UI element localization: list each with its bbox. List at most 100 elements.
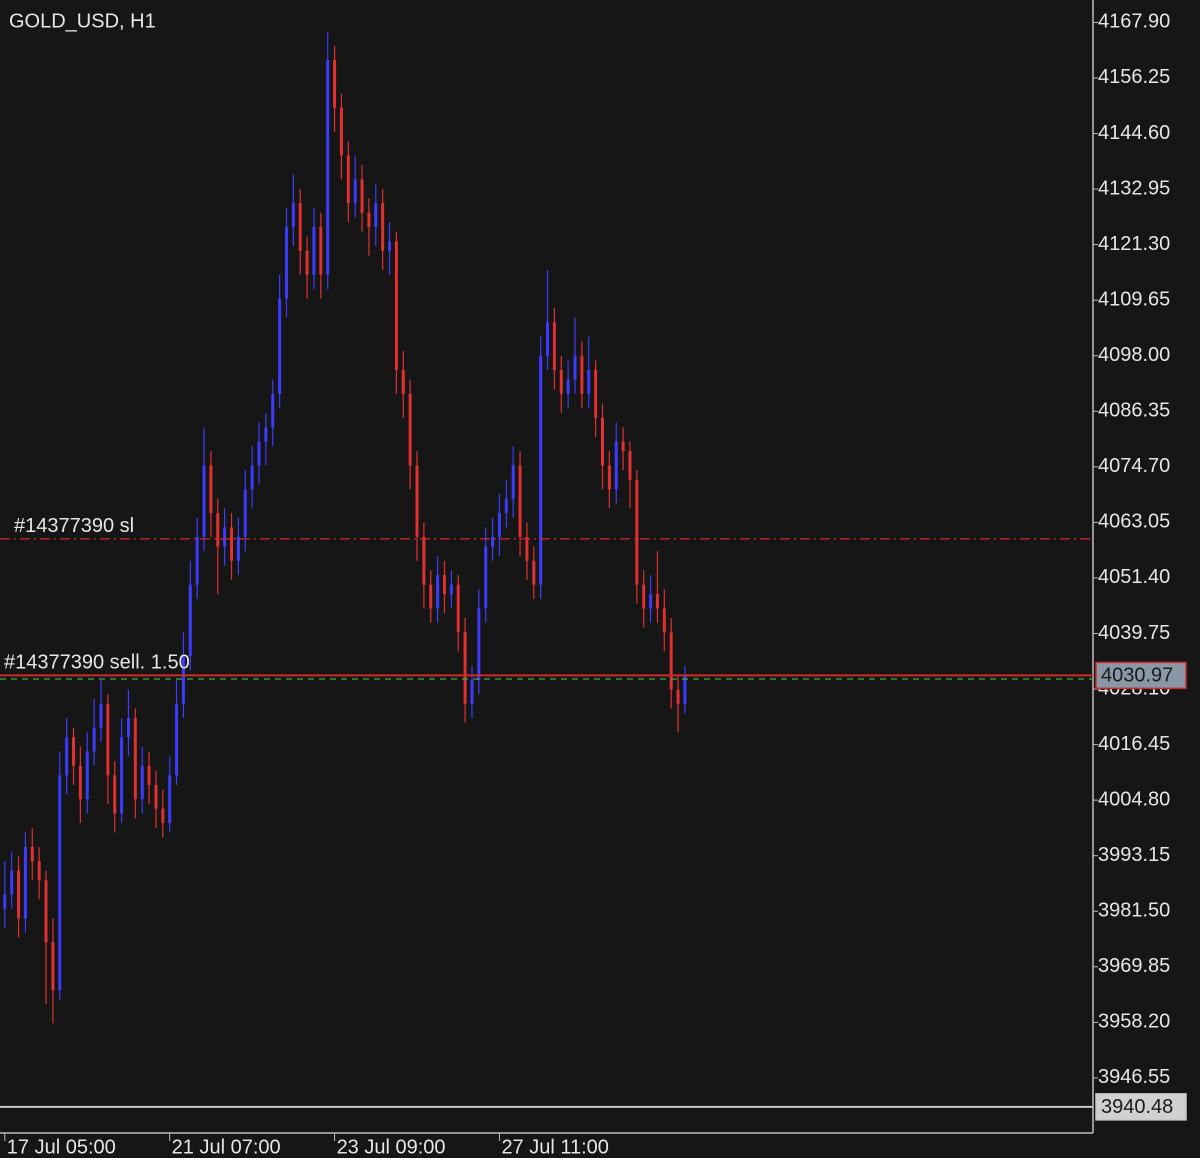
candle-body: [607, 465, 611, 490]
candle-body: [456, 584, 460, 633]
axis-price-label: 3940.48: [1101, 1096, 1173, 1118]
candle-body: [161, 808, 165, 824]
candle-body: [223, 527, 227, 547]
candle-body: [491, 536, 495, 547]
candle-body: [374, 203, 378, 227]
candle-body: [429, 584, 433, 609]
axis-price-label: 4030.97: [1101, 665, 1173, 687]
candle-body: [552, 322, 556, 371]
candle-body: [175, 703, 179, 776]
x-tick-label: 23 Jul 09:00: [337, 1136, 446, 1158]
candle-body: [243, 489, 247, 537]
candle-body: [573, 355, 577, 380]
candle-body: [99, 703, 103, 728]
candle-body: [140, 765, 144, 800]
candle-body: [655, 594, 659, 609]
candle-body: [600, 417, 604, 466]
candle-body: [463, 632, 467, 704]
candle-body: [621, 441, 625, 452]
candle-body: [546, 322, 550, 356]
candle-body: [92, 727, 96, 752]
candle-body: [271, 393, 275, 428]
candle-body: [264, 427, 268, 442]
candle-body: [504, 498, 508, 514]
y-tick-label: 4156.25: [1098, 66, 1170, 88]
candle-body: [188, 584, 192, 657]
candle-body: [401, 370, 405, 394]
candle-body: [683, 675, 687, 704]
candle-body: [319, 226, 323, 275]
candle-body: [649, 594, 653, 609]
y-tick-label: 4039.75: [1098, 622, 1170, 644]
candle-body: [388, 241, 392, 251]
y-tick-label: 3981.50: [1098, 900, 1170, 922]
candle-body: [257, 441, 261, 466]
candle-body: [518, 465, 522, 537]
candle-body: [202, 465, 206, 537]
candle-body: [51, 942, 55, 990]
candle-body: [484, 546, 488, 609]
candle-body: [339, 107, 343, 156]
candle-body: [408, 393, 412, 466]
axis-price-box: [1095, 661, 1187, 690]
candle-body: [566, 379, 570, 394]
candle-body: [381, 203, 385, 251]
y-tick-label: 4121.30: [1098, 233, 1170, 255]
y-tick-label: 4086.35: [1098, 400, 1170, 422]
candle-body: [37, 861, 41, 881]
candle-body: [360, 179, 364, 213]
x-tick-label: 17 Jul 05:00: [7, 1136, 116, 1158]
candle-body: [291, 203, 295, 227]
candle-body: [326, 60, 330, 275]
candle-body: [676, 689, 680, 704]
candle-body: [305, 250, 309, 275]
y-tick-label: 4063.05: [1098, 511, 1170, 533]
candle-body: [147, 765, 151, 785]
candle-body: [17, 870, 21, 919]
candle-body: [594, 370, 598, 418]
axis-price-box: [1095, 1093, 1187, 1121]
y-tick-label: 4074.70: [1098, 455, 1170, 477]
candle-body: [278, 298, 282, 394]
candle-body: [346, 155, 350, 204]
y-tick-label: 4004.80: [1098, 788, 1170, 810]
candle-body: [477, 608, 481, 680]
candle-body: [333, 60, 337, 108]
candle-body: [312, 226, 316, 275]
y-tick-label: 4051.40: [1098, 566, 1170, 588]
candle-body: [133, 718, 137, 800]
candle-body: [106, 703, 110, 776]
candle-body: [85, 751, 89, 800]
candle-body: [120, 737, 124, 814]
candle-body: [298, 203, 302, 251]
y-tick-label: 4167.90: [1098, 11, 1170, 33]
candle-body: [525, 536, 529, 561]
candle-body: [442, 575, 446, 595]
x-tick-label: 21 Jul 07:00: [172, 1136, 281, 1158]
candle-body: [44, 880, 48, 943]
candle-body: [367, 212, 371, 227]
y-tick-label: 3969.85: [1098, 955, 1170, 977]
candle-body: [587, 370, 591, 394]
candle-body: [3, 894, 7, 909]
x-tick-label: 27 Jul 11:00: [501, 1136, 609, 1158]
candle-body: [449, 584, 453, 595]
y-tick-label: 4109.65: [1098, 288, 1170, 310]
candle-body: [154, 784, 158, 809]
candle-body: [72, 737, 76, 766]
candle-body: [436, 575, 440, 609]
y-tick-label: 4132.95: [1098, 177, 1170, 199]
candle-body: [559, 370, 563, 394]
chart-title: GOLD_USD, H1: [9, 10, 156, 32]
y-tick-label: 4098.00: [1098, 344, 1170, 366]
candle-body: [635, 479, 639, 585]
candle-body: [168, 775, 172, 824]
candle-body: [250, 465, 254, 490]
y-tick-label: 3946.55: [1098, 1066, 1170, 1088]
candle-body: [497, 513, 501, 537]
candle-body: [113, 775, 117, 814]
candle-body: [669, 632, 673, 690]
candle-body: [580, 355, 584, 394]
